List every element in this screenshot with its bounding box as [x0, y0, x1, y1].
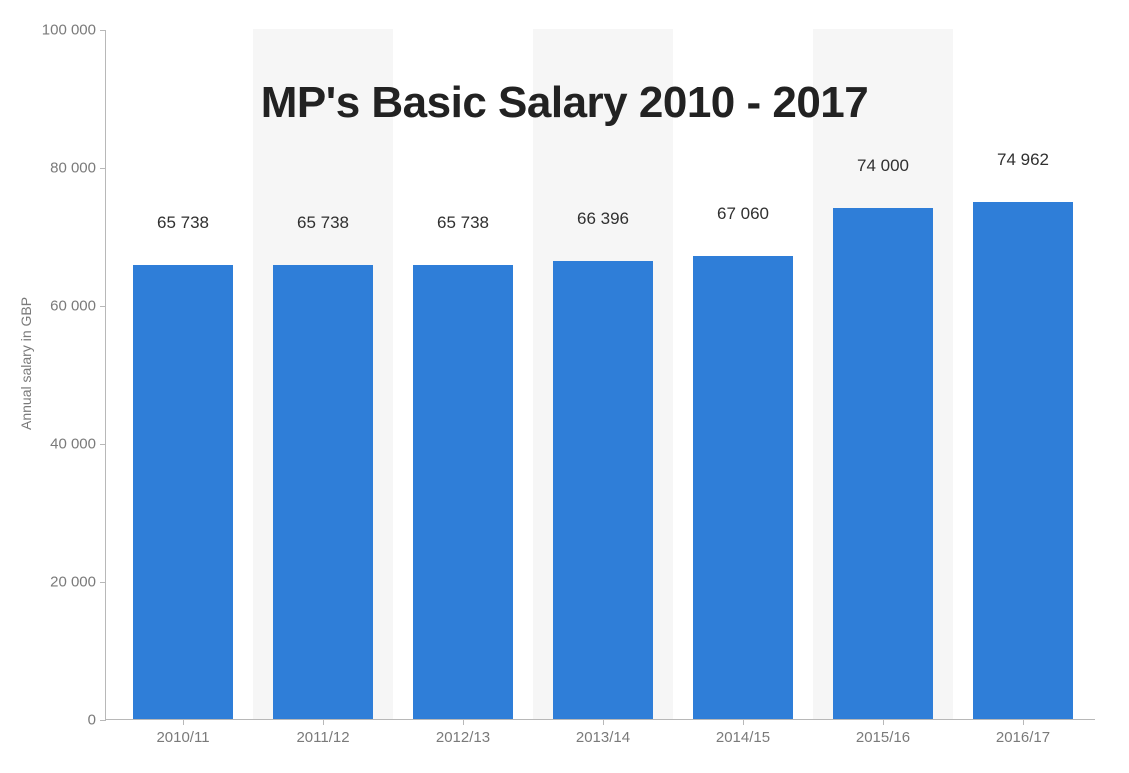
x-tick-mark [323, 719, 324, 725]
y-tick-mark [100, 720, 106, 721]
bar-value-label: 65 738 [393, 213, 533, 239]
x-tick-mark [603, 719, 604, 725]
bar-group: 74 0002015/16 [813, 29, 953, 719]
x-tick-mark [1023, 719, 1024, 725]
y-tick-mark [100, 444, 106, 445]
bar-group: 74 9622016/17 [953, 29, 1093, 719]
bar [553, 261, 653, 719]
x-tick-mark [183, 719, 184, 725]
y-tick-mark [100, 306, 106, 307]
bar-value-label: 74 962 [953, 150, 1093, 176]
bar [413, 265, 513, 719]
bar-value-label: 67 060 [673, 204, 813, 230]
bar [693, 256, 793, 719]
bar-value-label: 66 396 [533, 209, 673, 235]
y-tick-label: 100 000 [42, 22, 96, 39]
y-tick-mark [100, 30, 106, 31]
y-tick-label: 60 000 [50, 298, 96, 315]
bar-group: 65 7382011/12 [253, 29, 393, 719]
y-tick-label: 40 000 [50, 436, 96, 453]
bar [973, 202, 1073, 719]
y-tick-mark [100, 582, 106, 583]
y-axis-label: Annual salary in GBP [18, 297, 34, 430]
y-tick-label: 0 [88, 712, 96, 729]
bar-group: 66 3962013/14 [533, 29, 673, 719]
bar-group: 65 7382010/11 [113, 29, 253, 719]
bar-group: 67 0602014/15 [673, 29, 813, 719]
x-tick-mark [743, 719, 744, 725]
x-tick-mark [463, 719, 464, 725]
x-tick-mark [883, 719, 884, 725]
chart-title: MP's Basic Salary 2010 - 2017 [0, 78, 1129, 128]
bar [273, 265, 373, 719]
y-tick-label: 80 000 [50, 160, 96, 177]
y-tick-label: 20 000 [50, 574, 96, 591]
plot-area: 020 00040 00060 00080 000100 00065 73820… [105, 30, 1095, 720]
bar-value-label: 65 738 [113, 213, 253, 239]
bar-group: 65 7382012/13 [393, 29, 533, 719]
bar-value-label: 74 000 [813, 156, 953, 182]
bar [833, 208, 933, 719]
bar-value-label: 65 738 [253, 213, 393, 239]
y-tick-mark [100, 168, 106, 169]
bar [133, 265, 233, 719]
salary-bar-chart: MP's Basic Salary 2010 - 2017 Annual sal… [0, 0, 1129, 773]
